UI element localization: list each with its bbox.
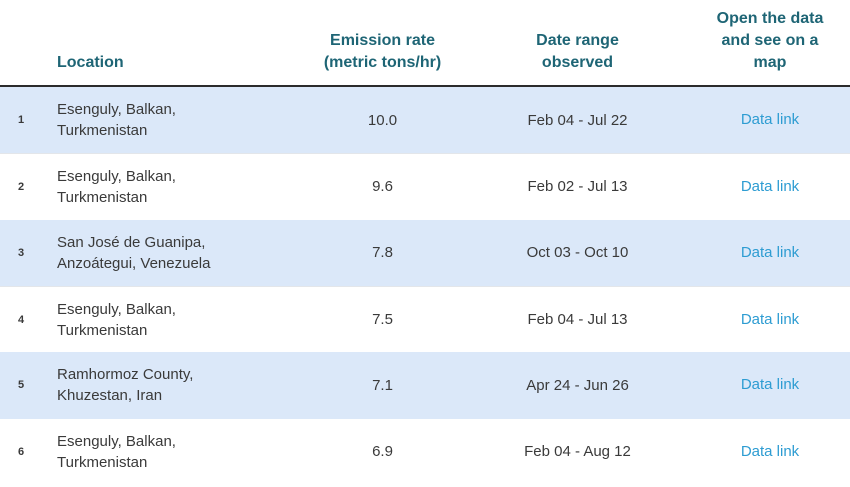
column-header-data-link-label: Open the data and see on a map: [716, 10, 824, 71]
table-row: 1 Esenguly, Balkan, Turkmenistan 10.0 Fe…: [0, 87, 850, 154]
row-number: 5: [18, 379, 25, 392]
location-cell: San José de Guanipa, Anzoátegui, Venezue…: [57, 233, 211, 272]
date-range-cell: Oct 03 - Oct 10: [526, 244, 629, 262]
row-number: 4: [18, 313, 25, 326]
column-header-emission-rate: Emission rate (metric tons/hr): [300, 30, 465, 74]
column-header-data-link: Open the data and see on a map: [690, 8, 850, 74]
table-row: 3 San José de Guanipa, Anzoátegui, Venez…: [0, 219, 850, 286]
column-header-emission-rate-label: Emission rate (metric tons/hr): [323, 32, 442, 71]
column-header-date-range-label: Date range observed: [536, 32, 619, 71]
table-row: 6 Esenguly, Balkan, Turkmenistan 6.9 Feb…: [0, 418, 850, 485]
row-number: 3: [18, 246, 25, 259]
data-link[interactable]: Data link: [740, 376, 800, 394]
location-cell: Esenguly, Balkan, Turkmenistan: [57, 432, 176, 471]
data-link[interactable]: Data link: [740, 177, 800, 195]
column-header-date-range: Date range observed: [465, 30, 690, 74]
column-header-location-label: Location: [57, 54, 124, 71]
row-number: 1: [18, 114, 25, 127]
emission-rate-cell: 7.5: [372, 311, 393, 329]
emission-rate-cell: 7.8: [372, 244, 393, 262]
column-header-location: Location: [45, 52, 300, 74]
data-link[interactable]: Data link: [740, 243, 800, 261]
table-row: 4 Esenguly, Balkan, Turkmenistan 7.5 Feb…: [0, 285, 850, 353]
row-number: 6: [18, 445, 25, 458]
location-cell: Ramhormoz County, Khuzestan, Iran: [57, 366, 194, 405]
row-number: 2: [18, 180, 25, 193]
location-cell: Esenguly, Balkan, Turkmenistan: [57, 300, 176, 339]
location-cell: Esenguly, Balkan, Turkmenistan: [57, 101, 176, 140]
date-range-cell: Feb 04 - Aug 12: [524, 443, 631, 461]
emission-rate-cell: 6.9: [372, 443, 393, 461]
data-link[interactable]: Data link: [740, 442, 800, 460]
emission-rate-cell: 9.6: [372, 178, 393, 196]
table-header-row: Location Emission rate (metric tons/hr) …: [0, 0, 850, 87]
emission-rate-cell: 7.1: [372, 376, 393, 394]
date-range-cell: Apr 24 - Jun 26: [526, 376, 629, 394]
data-link[interactable]: Data link: [740, 111, 800, 129]
table-row: 2 Esenguly, Balkan, Turkmenistan 9.6 Feb…: [0, 153, 850, 220]
table-row: 5 Ramhormoz County, Khuzestan, Iran 7.1 …: [0, 352, 850, 419]
emission-rate-cell: 10.0: [367, 111, 398, 129]
date-range-cell: Feb 04 - Jul 13: [527, 311, 628, 329]
date-range-cell: Feb 04 - Jul 22: [527, 111, 628, 129]
location-cell: Esenguly, Balkan, Turkmenistan: [57, 167, 176, 206]
date-range-cell: Feb 02 - Jul 13: [527, 178, 628, 196]
data-link[interactable]: Data link: [740, 310, 800, 328]
